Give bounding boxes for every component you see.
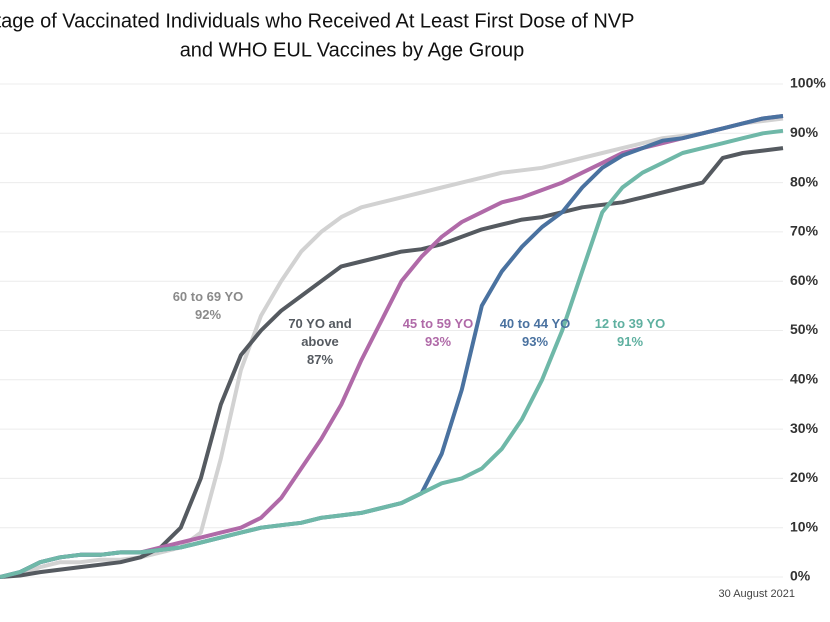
series-percent: 92% bbox=[194, 307, 222, 322]
series-name: 60 to 69 YO bbox=[172, 289, 244, 304]
series-name: 70 YO and above bbox=[288, 316, 352, 349]
series-name: 40 to 44 YO bbox=[499, 316, 571, 331]
chart-title: ercentage of Vaccinated Individuals who … bbox=[0, 10, 634, 32]
y-tick-label: 10% bbox=[790, 518, 819, 534]
series-annotation: 40 to 44 YO 93% bbox=[480, 315, 590, 351]
footnote: 30 August 2021 bbox=[719, 588, 795, 600]
y-tick-label: 30% bbox=[790, 420, 819, 436]
series-percent: 91% bbox=[616, 334, 644, 349]
y-tick-label: 90% bbox=[790, 124, 819, 140]
y-tick-label: 70% bbox=[790, 223, 819, 239]
series-annotation: 60 to 69 YO 92% bbox=[148, 288, 268, 324]
series-percent: 87% bbox=[306, 352, 334, 367]
y-tick-label: 60% bbox=[790, 272, 819, 288]
series-name: 12 to 39 YO bbox=[594, 316, 666, 331]
series-annotation: 12 to 39 YO 91% bbox=[575, 315, 685, 351]
y-tick-label: 40% bbox=[790, 371, 819, 387]
series-annotation: 70 YO and above 87% bbox=[280, 315, 360, 369]
series-percent: 93% bbox=[521, 334, 549, 349]
chart-subtitle: and WHO EUL Vaccines by Age Group bbox=[180, 39, 525, 61]
y-tick-label: 80% bbox=[790, 173, 819, 189]
y-tick-label: 100% bbox=[790, 75, 826, 91]
y-tick-label: 20% bbox=[790, 469, 819, 485]
series-line bbox=[0, 146, 784, 579]
y-tick-label: 50% bbox=[790, 321, 819, 337]
series-line bbox=[0, 128, 784, 579]
series-annotation: 45 to 59 YO 93% bbox=[378, 315, 498, 351]
series-percent: 93% bbox=[424, 334, 452, 349]
y-tick-label: 0% bbox=[790, 568, 811, 584]
series-name: 45 to 59 YO bbox=[402, 316, 474, 331]
